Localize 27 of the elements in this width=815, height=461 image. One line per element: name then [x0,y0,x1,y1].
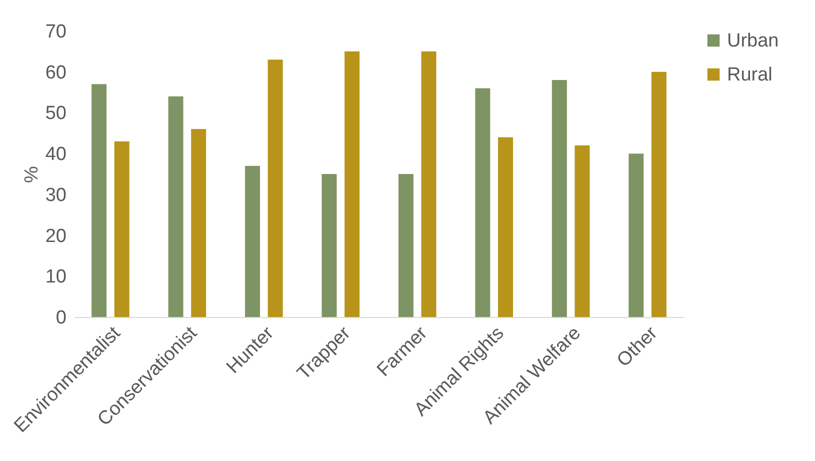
y-tick-label: 0 [56,308,66,328]
y-axis-title: % [21,166,42,183]
bar [475,88,490,317]
bar [398,174,414,317]
bar [92,84,107,317]
y-tick-label: 30 [45,184,66,206]
bar [552,80,567,317]
y-tick-label: 60 [45,62,66,84]
bar [245,166,260,317]
bar [168,96,184,317]
bar [421,51,436,317]
bar [498,137,513,317]
bar [268,60,283,317]
legend-label: Urban [727,30,779,52]
bar [191,129,206,317]
bar [344,51,360,317]
bar [628,154,644,317]
bar [574,145,590,317]
y-tick-label: 50 [45,103,66,124]
y-tick-label: 70 [45,22,66,42]
y-tick-label: 40 [45,144,66,166]
bar [322,174,337,317]
legend-label: Rural [727,64,772,86]
bar [114,141,130,317]
bar [651,72,666,317]
y-tick-label: 10 [45,266,66,288]
y-tick-label: 20 [45,226,66,247]
